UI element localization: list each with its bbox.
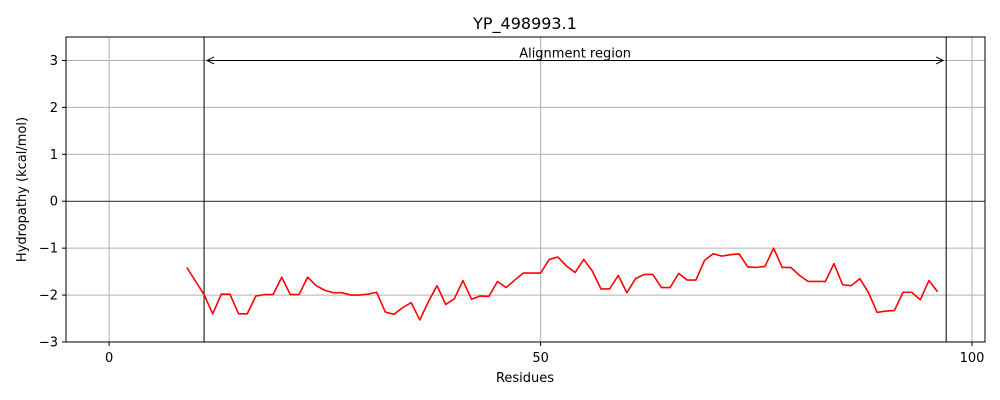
arrow-left-head-icon [205,56,215,65]
y-axis-label: Hydropathy (kcal/mol) [15,117,30,262]
y-tick-label-5: 2 [50,101,58,116]
series-layer [186,247,939,321]
y-tick-label-3: 0 [50,195,58,210]
alignment-region-label: Alignment region [519,46,631,61]
y-tick-label-2: −1 [39,242,58,257]
x-tick-label-1: 50 [532,351,549,366]
reference-lines [66,37,985,342]
tick-layer: 0 50 100 −3 −2 −1 0 1 2 3 [39,54,985,366]
x-tick-label-2: 100 [960,351,985,366]
annotation-layer: Alignment region [205,46,945,65]
x-axis-label: Residues [496,371,554,386]
y-tick-label-1: −2 [39,289,58,304]
arrow-right-head-icon [935,56,945,65]
x-tick-label-0: 0 [105,351,113,366]
y-tick-label-0: −3 [39,336,58,351]
y-tick-label-4: 1 [50,148,58,163]
plot-frame [65,36,986,343]
y-tick-label-6: 3 [50,54,58,69]
chart-title: YP_498993.1 [472,14,577,34]
series-line-0 [186,247,939,321]
